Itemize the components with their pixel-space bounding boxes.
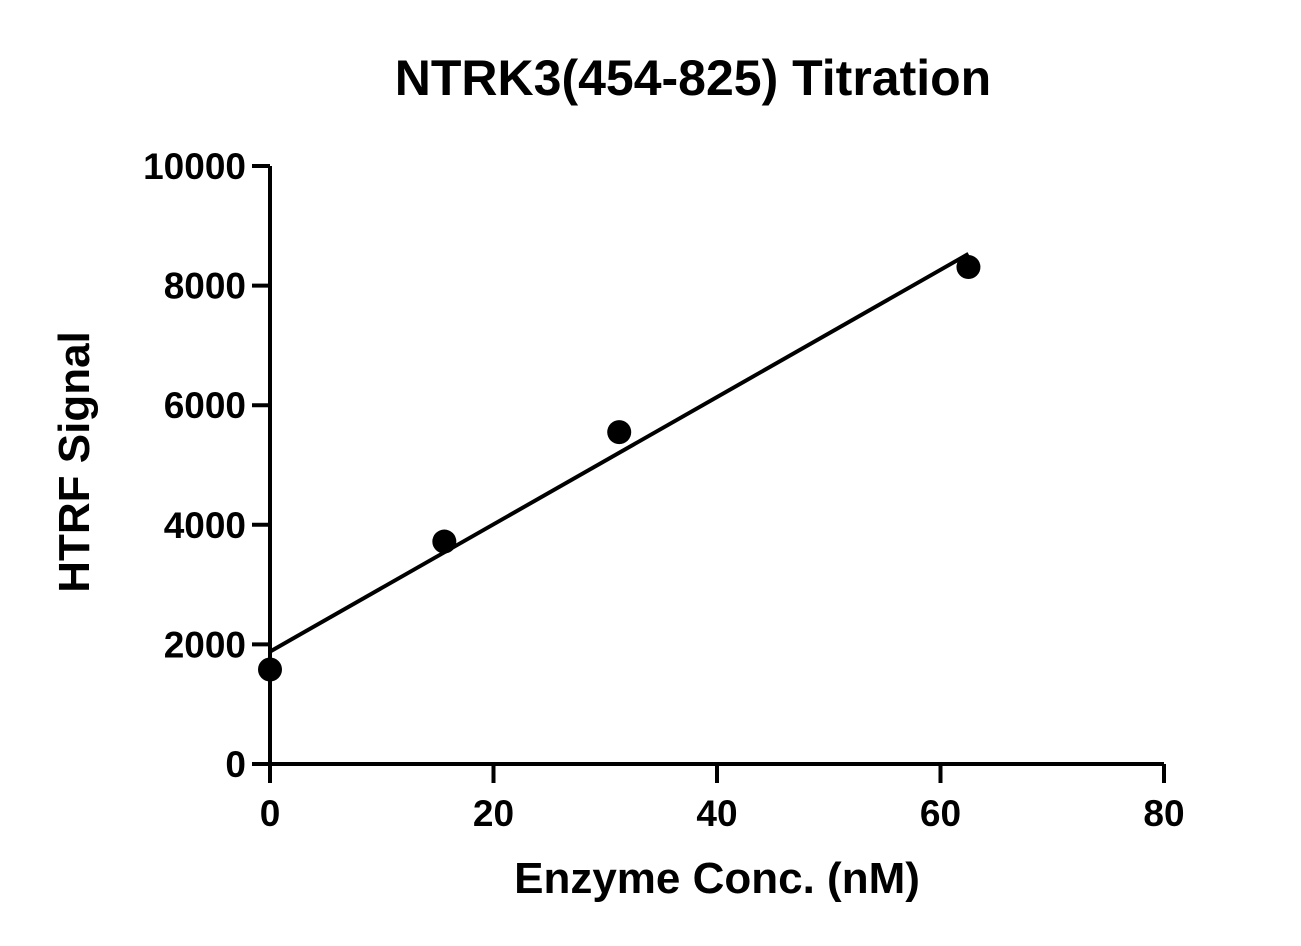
x-axis: 0 20 40 60 80	[260, 762, 1185, 834]
x-axis-label: Enzyme Conc. (nM)	[514, 854, 920, 903]
data-point	[607, 420, 632, 445]
data-point	[432, 529, 457, 554]
y-tick-label: 8000	[164, 266, 246, 307]
y-tick-label: 4000	[164, 505, 246, 546]
y-axis: 0 2000 4000 6000 8000 10000	[143, 146, 272, 785]
y-tick-label: 6000	[164, 385, 246, 426]
plot-area	[258, 252, 981, 682]
data-point	[258, 657, 282, 682]
fit-line	[269, 252, 970, 654]
y-ticks: 0 2000 4000 6000 8000 10000	[143, 146, 270, 785]
x-tick-label: 80	[1143, 793, 1184, 834]
y-tick-label: 10000	[143, 146, 246, 187]
x-tick-label: 60	[920, 793, 961, 834]
chart-title: NTRK3(454-825) Titration	[395, 50, 991, 106]
x-ticks: 0 20 40 60 80	[260, 764, 1185, 834]
x-tick-label: 20	[473, 793, 514, 834]
y-tick-label: 0	[225, 744, 246, 785]
data-point	[956, 255, 981, 280]
x-tick-label: 40	[696, 793, 737, 834]
y-axis-label: HTRF Signal	[50, 331, 99, 593]
x-tick-label: 0	[260, 793, 281, 834]
y-tick-label: 2000	[164, 624, 246, 665]
